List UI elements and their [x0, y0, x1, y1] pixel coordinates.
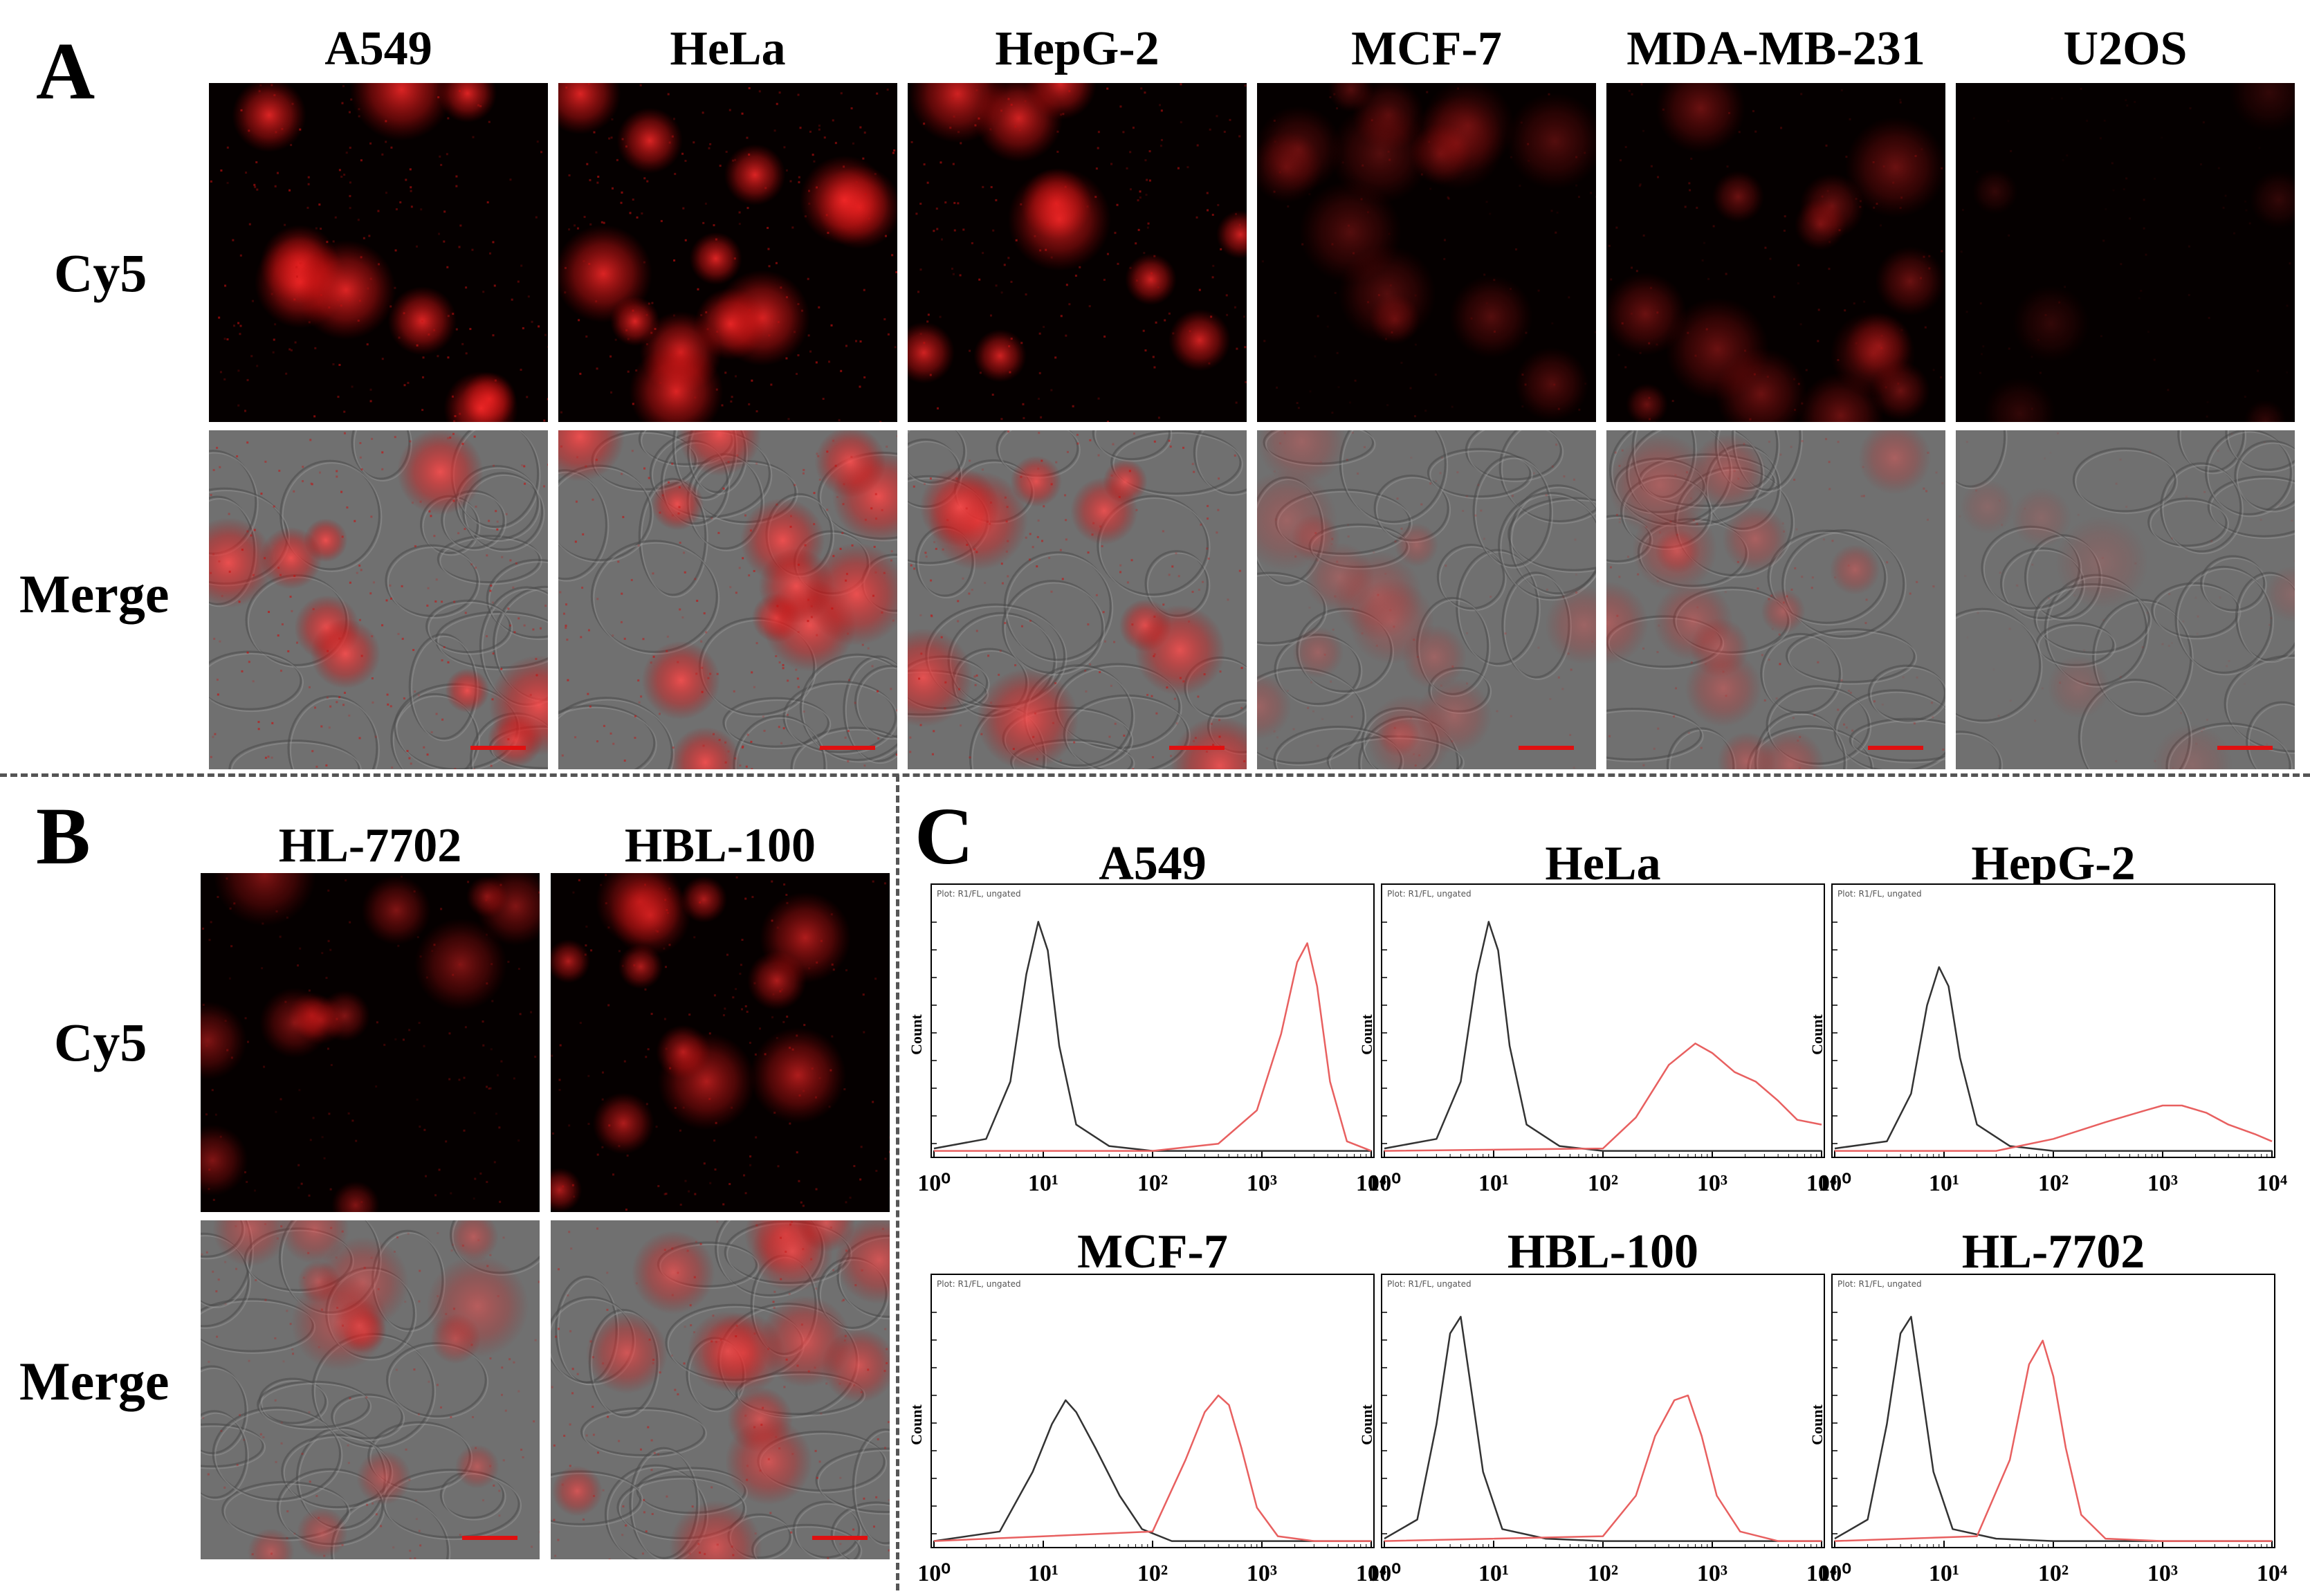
panel-a-merge-image: [558, 430, 897, 769]
histogram-title: HL-7702: [1832, 1228, 2275, 1276]
panel-a-column-title: MCF-7: [1257, 25, 1596, 73]
y-axis-label: Count: [1808, 1013, 1826, 1054]
panel-a-merge-image: [908, 430, 1247, 769]
x-tick-label: 10³: [2147, 1561, 2178, 1586]
panel-b-cy5-image: [201, 873, 540, 1212]
histogram-frame: [1382, 1274, 1824, 1548]
y-axis-label: Count: [1358, 1013, 1375, 1054]
histogram-frame: [1382, 884, 1824, 1157]
x-tick-label: 10⁰: [917, 1171, 951, 1196]
panel-b-column-title: HBL-100: [551, 822, 890, 870]
x-tick-label: 10²: [1137, 1561, 1168, 1586]
histogram-frame: [1832, 1274, 2275, 1548]
y-axis-label: Count: [1358, 1404, 1375, 1444]
panel-b-column-title: HL-7702: [201, 822, 540, 870]
x-tick-label: 10⁰: [1368, 1171, 1401, 1196]
x-tick-label: 10¹: [1028, 1171, 1058, 1196]
panel-a-merge-image: [1257, 430, 1596, 769]
x-tick-label: 10³: [1247, 1171, 1277, 1196]
x-tick-label: 10⁰: [1368, 1561, 1401, 1586]
histogram-header: Plot: R1/FL, ungated: [1387, 889, 1472, 899]
x-tick-label: 10²: [1588, 1171, 1618, 1196]
panel-a-letter: A: [36, 30, 95, 112]
x-tick-label: 10¹: [1929, 1561, 1959, 1586]
histogram-header: Plot: R1/FL, ungated: [1837, 889, 1922, 899]
x-tick-label: 10³: [1697, 1561, 1727, 1586]
x-tick-label: 10⁴: [2257, 1171, 2287, 1196]
x-tick-label: 10³: [1247, 1561, 1277, 1586]
histogram-title: HBL-100: [1382, 1228, 1824, 1276]
panel-b-cy5-image: [551, 873, 890, 1212]
x-tick-label: 10³: [2147, 1171, 2178, 1196]
panel-a-column-title: MDA-MB-231: [1606, 25, 1945, 73]
panel-a-merge-image: [1956, 430, 2295, 769]
panel-a-column-title: HeLa: [558, 25, 897, 73]
panel-a-cy5-image: [908, 83, 1247, 422]
x-tick-label: 10²: [2038, 1171, 2069, 1196]
panel-a-cy5-image: [1956, 83, 2295, 422]
panel-a-column-title: A549: [209, 25, 548, 73]
histogram-title: A549: [931, 840, 1374, 888]
panel-a-cy5-image: [558, 83, 897, 422]
histogram-header: Plot: R1/FL, ungated: [1387, 1279, 1472, 1289]
x-tick-label: 10¹: [1028, 1561, 1058, 1586]
panel-b-row-label-merge: Merge: [19, 1355, 169, 1409]
vertical-panel-divider: [896, 775, 899, 1590]
x-tick-label: 10¹: [1929, 1171, 1959, 1196]
panel-a-column-title: U2OS: [1956, 25, 2295, 73]
x-tick-label: 10²: [2038, 1561, 2069, 1586]
y-axis-label: Count: [908, 1404, 925, 1444]
x-tick-label: 10³: [1697, 1171, 1727, 1196]
panel-a-column-title: HepG-2: [908, 25, 1247, 73]
panel-a-merge-image: [209, 430, 548, 769]
panel-a-merge-image: [1606, 430, 1945, 769]
x-tick-label: 10²: [1588, 1561, 1618, 1586]
panel-a-row-label-cy5: Cy5: [54, 246, 147, 300]
histogram-title: MCF-7: [931, 1228, 1374, 1276]
x-tick-label: 10⁰: [917, 1561, 951, 1586]
panel-a-cy5-image: [209, 83, 548, 422]
x-tick-label: 10⁰: [1818, 1171, 1851, 1196]
histogram-frame: [931, 884, 1374, 1157]
histogram-frame: [1832, 884, 2275, 1157]
panel-b-merge-image: [201, 1220, 540, 1559]
panel-b-merge-image: [551, 1220, 890, 1559]
histogram-title: HepG-2: [1832, 840, 2275, 888]
panel-a-cy5-image: [1257, 83, 1596, 422]
panel-b-letter: B: [36, 796, 91, 877]
x-tick-label: 10⁴: [2257, 1561, 2287, 1586]
x-tick-label: 10²: [1137, 1171, 1168, 1196]
histogram-header: Plot: R1/FL, ungated: [1837, 1279, 1922, 1289]
x-tick-label: 10⁰: [1818, 1561, 1851, 1586]
y-axis-label: Count: [1808, 1404, 1826, 1444]
panel-b-row-label-cy5: Cy5: [54, 1016, 147, 1070]
histogram-frame: [931, 1274, 1374, 1548]
panel-a-cy5-image: [1606, 83, 1945, 422]
histogram-header: Plot: R1/FL, ungated: [937, 889, 1021, 899]
x-tick-label: 10¹: [1478, 1171, 1509, 1196]
panel-a-row-label-merge: Merge: [19, 567, 169, 621]
x-tick-label: 10¹: [1478, 1561, 1509, 1586]
histogram-header: Plot: R1/FL, ungated: [937, 1279, 1021, 1289]
histogram-title: HeLa: [1382, 840, 1824, 888]
y-axis-label: Count: [908, 1013, 925, 1054]
horizontal-panel-divider: [0, 773, 2310, 777]
